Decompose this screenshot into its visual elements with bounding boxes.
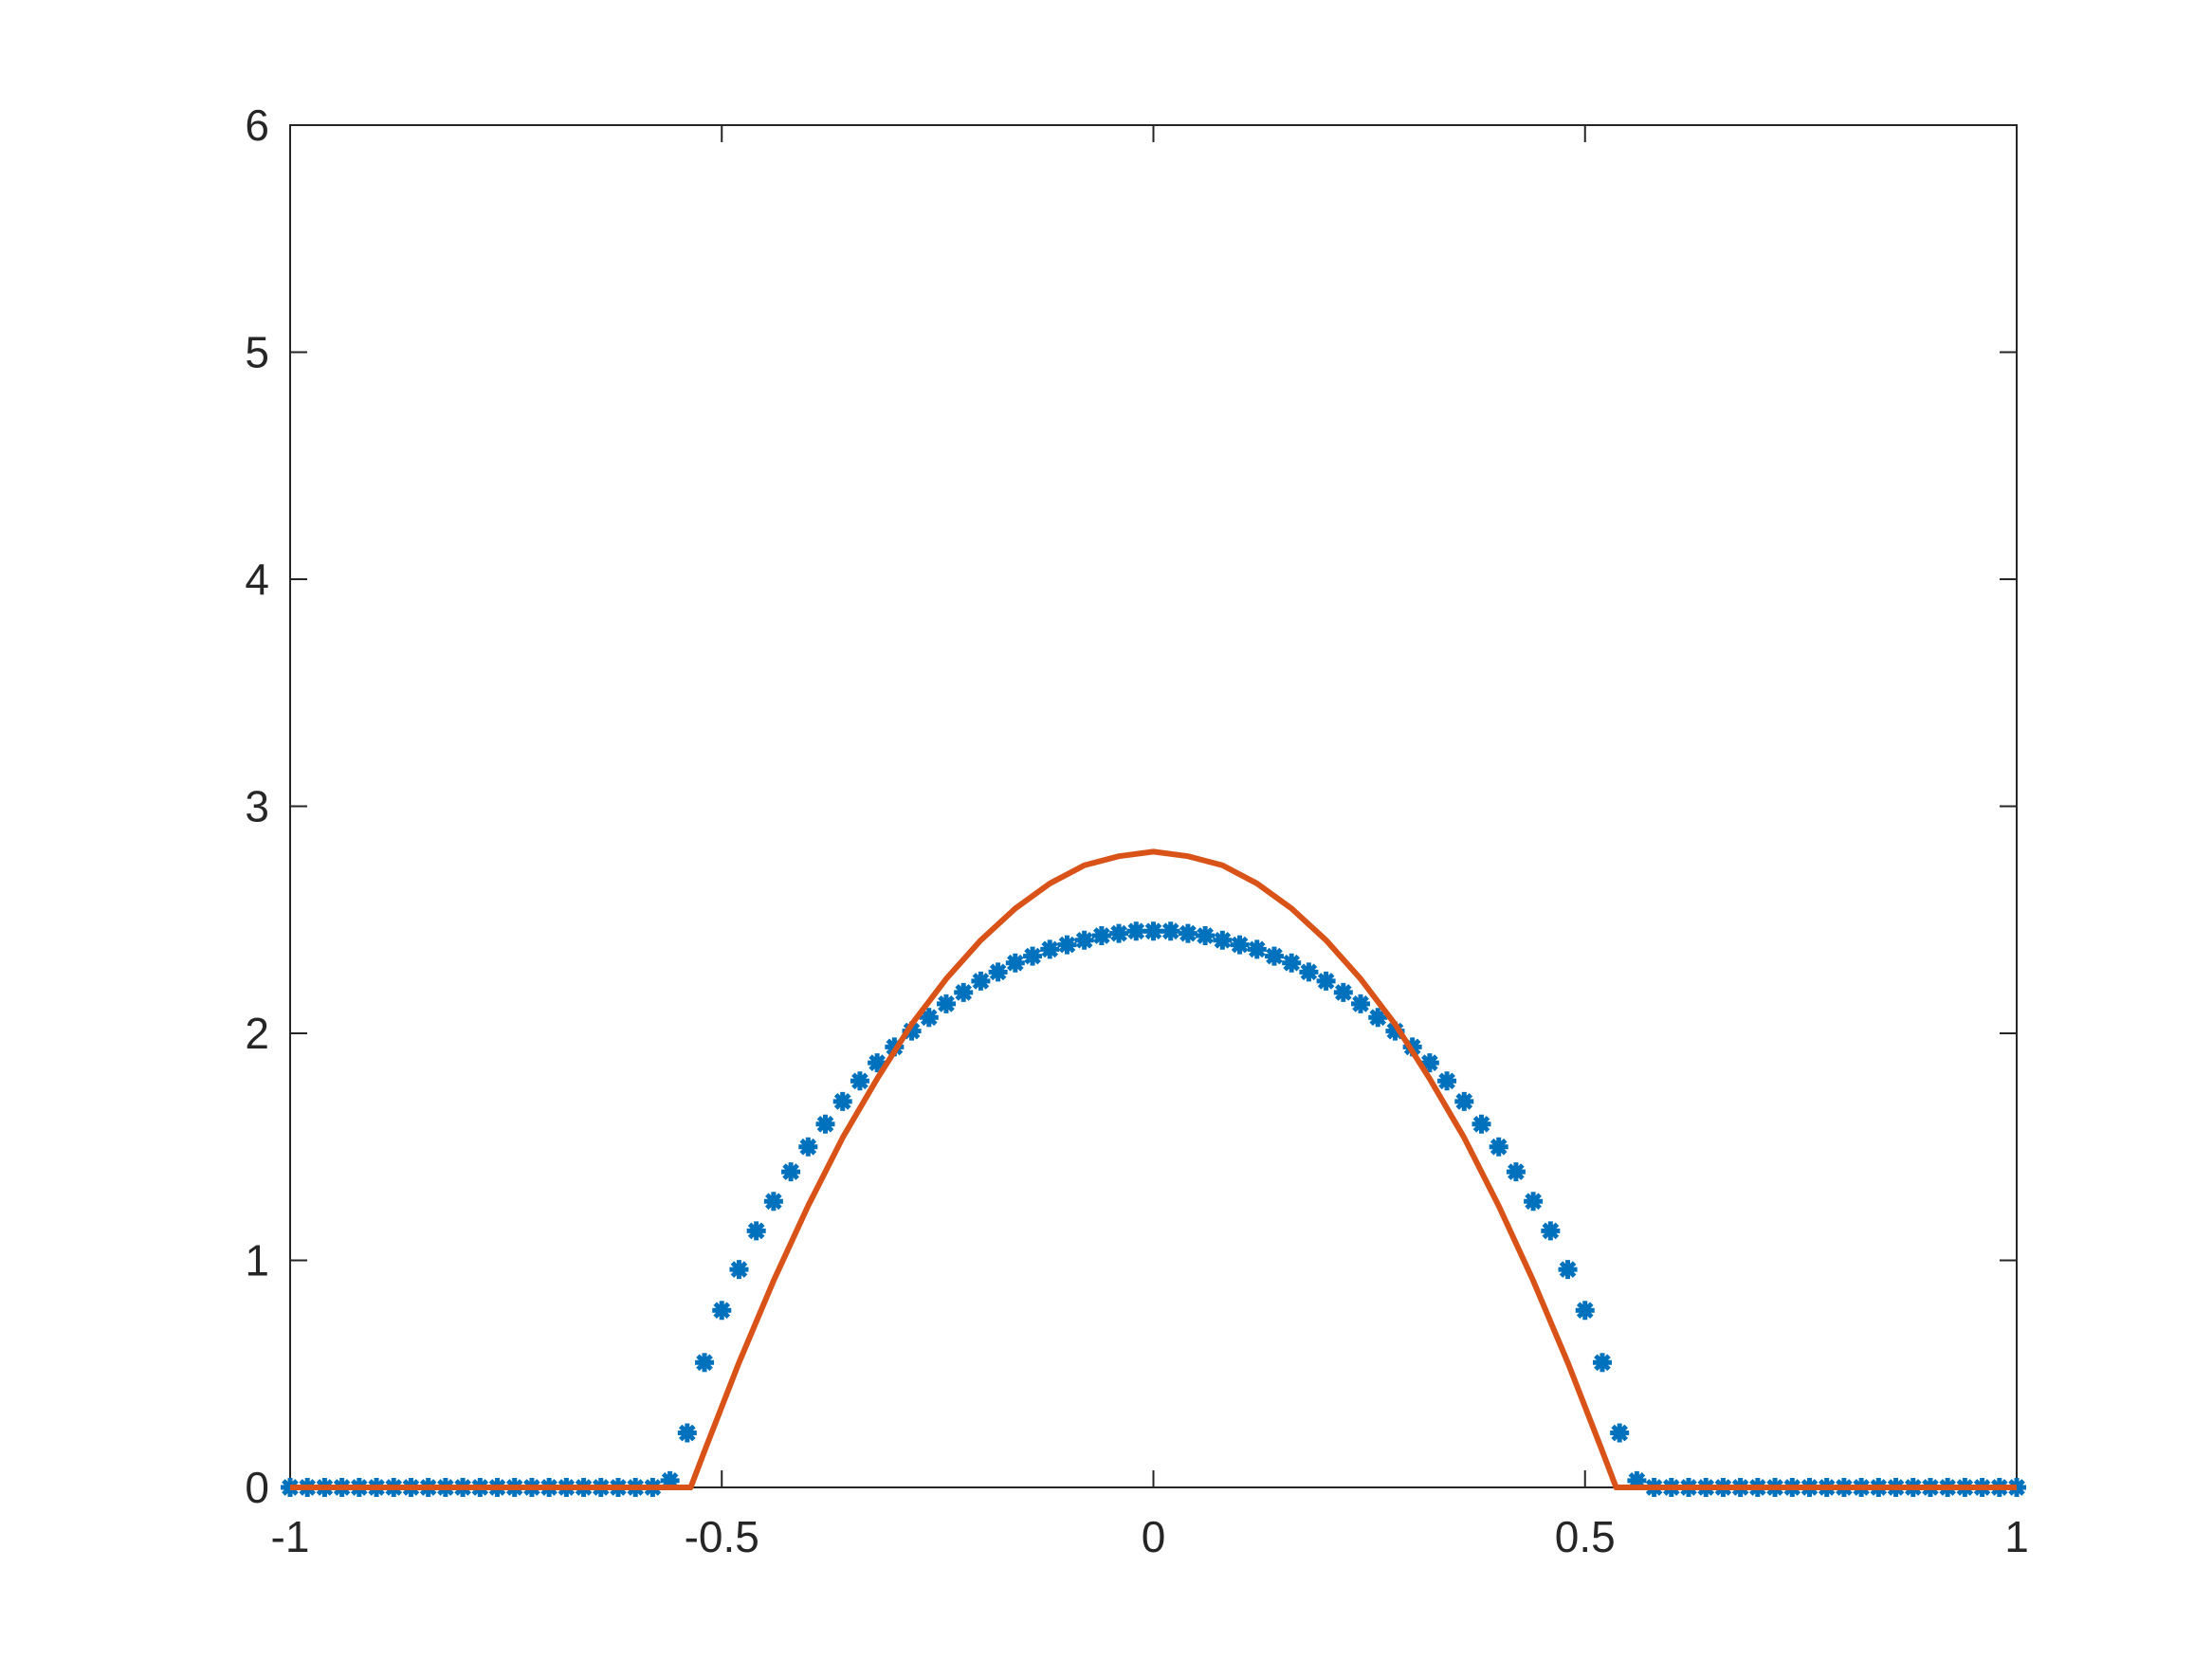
marker — [1143, 921, 1163, 941]
x-tick-label: 1 — [2004, 1512, 2029, 1561]
marker — [1282, 953, 1302, 973]
marker — [1575, 1301, 1595, 1321]
marker — [1023, 946, 1043, 966]
marker — [1437, 1071, 1457, 1091]
marker — [815, 1114, 835, 1134]
marker — [954, 982, 974, 1002]
marker — [1213, 930, 1233, 950]
marker — [936, 994, 956, 1013]
marker — [1161, 921, 1180, 941]
plot-area — [289, 124, 2018, 1488]
marker — [850, 1071, 869, 1091]
marker — [798, 1137, 818, 1157]
marker — [1091, 926, 1111, 946]
marker — [971, 971, 991, 991]
marker — [1196, 926, 1216, 946]
marker — [919, 1008, 939, 1028]
y-tick-label: 4 — [245, 555, 269, 604]
y-tick-label: 1 — [245, 1236, 269, 1285]
marker — [1558, 1260, 1578, 1280]
marker — [1454, 1091, 1474, 1111]
marker — [660, 1470, 680, 1490]
marker — [1264, 946, 1284, 966]
marker — [1074, 930, 1094, 950]
marker — [1524, 1192, 1544, 1212]
marker — [902, 1021, 922, 1041]
marker — [1333, 982, 1353, 1002]
marker — [763, 1192, 783, 1212]
marker — [1610, 1423, 1630, 1443]
marker — [1126, 921, 1146, 941]
marker — [1506, 1162, 1526, 1182]
marker — [1627, 1470, 1647, 1490]
marker — [1178, 923, 1197, 943]
y-tick-label: 6 — [245, 100, 269, 150]
marker — [746, 1221, 766, 1241]
marker — [1368, 1008, 1388, 1028]
marker — [1419, 1053, 1439, 1073]
marker — [1385, 1021, 1405, 1041]
line — [290, 848, 2017, 1490]
marker — [1057, 935, 1077, 955]
marker — [1299, 962, 1319, 982]
y-tick-label: 0 — [245, 1463, 269, 1512]
marker — [1230, 935, 1250, 955]
marker — [1472, 1114, 1491, 1134]
y-tick-label: 3 — [245, 782, 269, 831]
marker — [1541, 1221, 1561, 1241]
x-tick-label: -0.5 — [685, 1512, 759, 1561]
marker — [1592, 1353, 1612, 1373]
marker — [695, 1353, 715, 1373]
x-tick-label: 0 — [1142, 1512, 1166, 1561]
marker — [781, 1162, 801, 1182]
x-tick-label: 0.5 — [1555, 1512, 1616, 1561]
marker — [1316, 971, 1336, 991]
marker — [677, 1423, 697, 1443]
marker — [1109, 923, 1129, 943]
marker — [1489, 1137, 1508, 1157]
marker — [1351, 994, 1371, 1013]
marker — [988, 962, 1008, 982]
marker — [1005, 953, 1025, 973]
marker — [712, 1301, 732, 1321]
marker — [1247, 939, 1267, 959]
marker — [1040, 939, 1060, 959]
marker — [832, 1091, 852, 1111]
y-tick-label: 2 — [245, 1009, 269, 1058]
y-tick-label: 5 — [245, 328, 269, 377]
x-tick-label: -1 — [271, 1512, 310, 1561]
marker — [868, 1053, 887, 1073]
marker — [729, 1260, 749, 1280]
